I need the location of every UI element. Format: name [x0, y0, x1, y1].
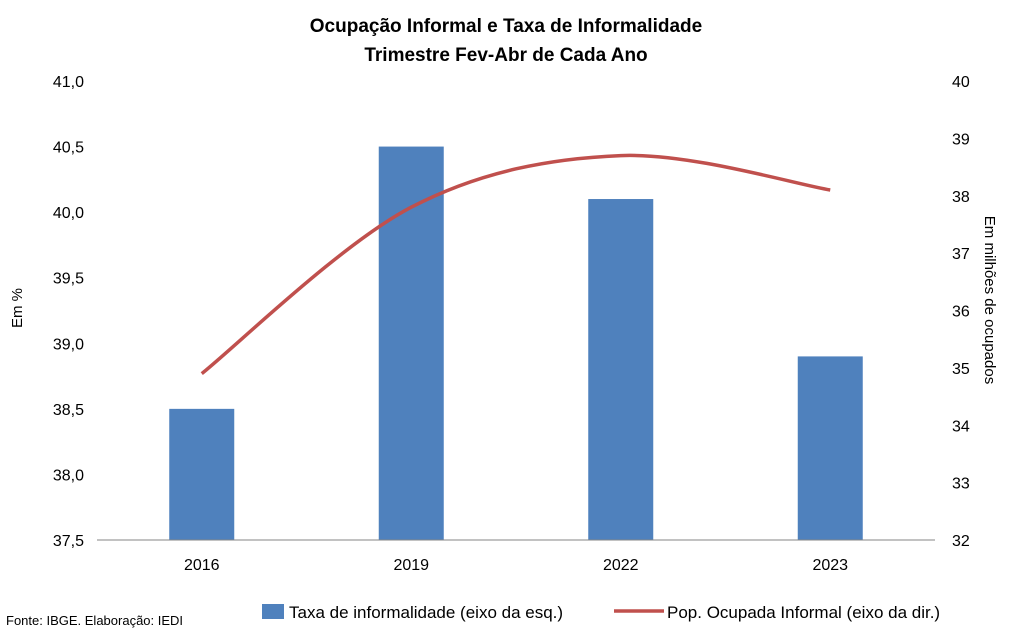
- legend-bar-swatch: [262, 604, 284, 619]
- y-right-tick-label: 33: [952, 476, 970, 493]
- legend-bar-label: Taxa de informalidade (eixo da esq.): [289, 603, 563, 622]
- y-right-tick-label: 35: [952, 361, 970, 378]
- bar-2023: [797, 356, 863, 540]
- x-tick-label: 2019: [393, 557, 429, 574]
- y-left-tick-label: 38,5: [53, 402, 84, 419]
- bar-series: [169, 146, 863, 541]
- y-left-tick-label: 41,0: [53, 74, 84, 91]
- y-right-axis-ticks: 32 33 34 35 36 37 38 39 40: [952, 74, 970, 550]
- y-left-tick-label: 38,0: [53, 467, 84, 484]
- legend-line-label: Pop. Ocupada Informal (eixo da dir.): [667, 603, 940, 622]
- x-axis-ticks: 2016 2019 2022 2023: [184, 557, 848, 574]
- chart-title: Ocupação Informal e Taxa de Informalidad…: [310, 16, 702, 37]
- y-right-tick-label: 38: [952, 189, 970, 206]
- y-right-tick-label: 36: [952, 304, 970, 321]
- x-tick-label: 2023: [812, 557, 848, 574]
- y-left-tick-label: 39,5: [53, 271, 84, 288]
- x-tick-label: 2016: [184, 557, 220, 574]
- y-left-axis-ticks: 37,5 38,0 38,5 39,0 39,5 40,0 40,5 41,0: [53, 74, 84, 550]
- y-left-tick-label: 40,5: [53, 140, 84, 157]
- y-left-axis-label: Em %: [9, 288, 26, 328]
- y-right-tick-label: 32: [952, 533, 970, 550]
- y-left-tick-label: 37,5: [53, 533, 84, 550]
- y-right-tick-label: 34: [952, 418, 970, 435]
- legend: Taxa de informalidade (eixo da esq.) Pop…: [262, 603, 940, 622]
- y-right-axis-label: Em milhões de ocupados: [981, 216, 998, 384]
- line-path: [200, 153, 831, 375]
- line-series: [200, 153, 831, 375]
- y-left-tick-label: 40,0: [53, 205, 84, 222]
- y-right-tick-label: 39: [952, 131, 970, 148]
- chart-subtitle: Trimestre Fev-Abr de Cada Ano: [364, 45, 647, 66]
- y-right-tick-label: 37: [952, 246, 970, 263]
- y-left-tick-label: 39,0: [53, 336, 84, 353]
- y-right-tick-label: 40: [952, 74, 970, 91]
- source-note: Fonte: IBGE. Elaboração: IEDI: [6, 613, 183, 628]
- bar-2016: [169, 408, 235, 540]
- bar-2022: [588, 199, 654, 540]
- bar-2019: [378, 146, 444, 541]
- x-tick-label: 2022: [603, 557, 639, 574]
